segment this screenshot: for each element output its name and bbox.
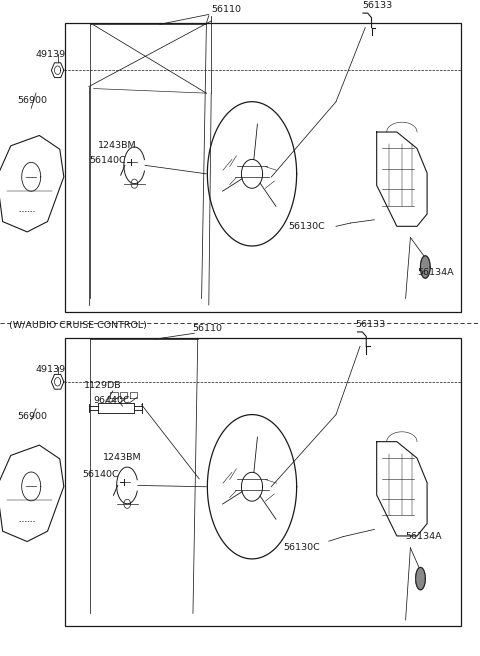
Text: 1243BM: 1243BM bbox=[98, 140, 137, 150]
Text: 1243BM: 1243BM bbox=[103, 453, 142, 462]
Text: 1129DB: 1129DB bbox=[84, 381, 121, 390]
Text: 56130C: 56130C bbox=[288, 222, 325, 231]
Text: 96440C: 96440C bbox=[94, 396, 130, 405]
Text: 56133: 56133 bbox=[355, 320, 385, 329]
Text: 56130C: 56130C bbox=[283, 543, 320, 552]
Text: 56140C: 56140C bbox=[89, 156, 125, 165]
Text: 56900: 56900 bbox=[17, 412, 47, 421]
Text: 56133: 56133 bbox=[362, 1, 393, 10]
Bar bbox=[65, 23, 461, 312]
Text: 56134A: 56134A bbox=[418, 268, 454, 277]
Bar bbox=[65, 338, 461, 626]
Text: 49139: 49139 bbox=[36, 50, 66, 59]
Text: 56110: 56110 bbox=[211, 5, 241, 14]
Text: 56140C: 56140C bbox=[83, 470, 119, 479]
Text: 56110: 56110 bbox=[192, 323, 222, 333]
Text: (W/AUDIO CRUISE CONTROL): (W/AUDIO CRUISE CONTROL) bbox=[9, 321, 146, 330]
Ellipse shape bbox=[420, 256, 430, 278]
Text: 56134A: 56134A bbox=[406, 532, 442, 541]
Ellipse shape bbox=[416, 567, 425, 590]
Text: 49139: 49139 bbox=[36, 365, 66, 374]
Text: 56900: 56900 bbox=[17, 96, 47, 105]
